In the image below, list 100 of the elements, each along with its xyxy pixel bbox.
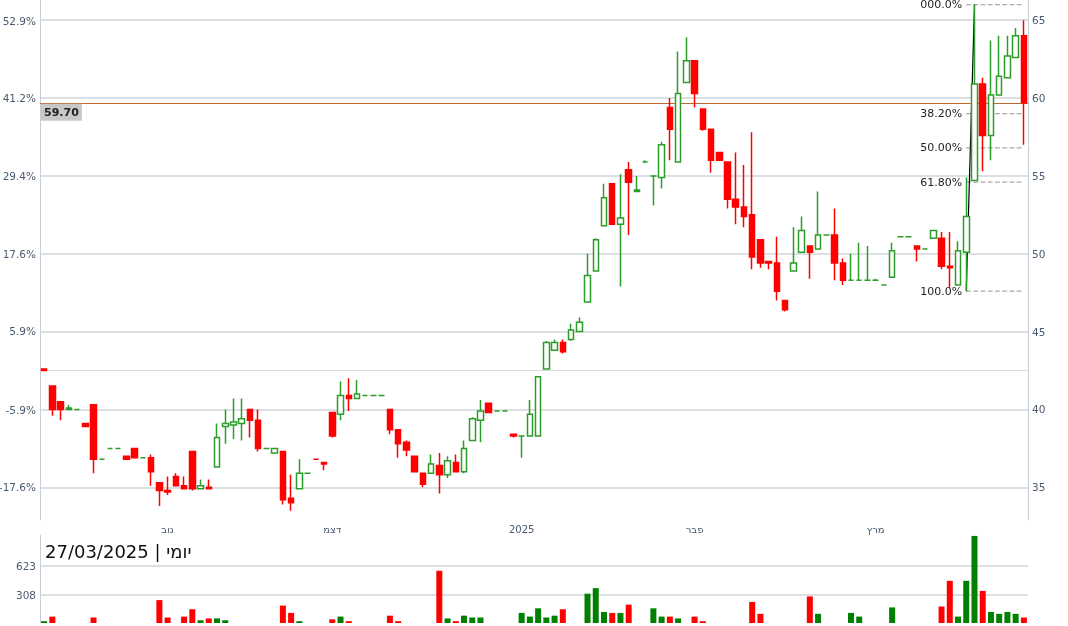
bar xyxy=(1020,617,1027,623)
candlestick xyxy=(863,245,872,281)
candlestick xyxy=(353,379,361,400)
candlestick xyxy=(402,439,411,457)
candlestick xyxy=(410,455,419,473)
candlestick xyxy=(888,242,896,278)
candlestick xyxy=(748,131,756,271)
series-label: 61.80% xyxy=(920,175,963,189)
candlestick xyxy=(987,39,995,162)
y2-tick-label: -17.6% xyxy=(0,480,37,493)
bar xyxy=(279,605,286,623)
y-tick-label: 60 xyxy=(1032,92,1046,105)
candlestick xyxy=(666,97,674,162)
bar xyxy=(592,588,599,623)
candlestick xyxy=(419,472,427,489)
bar xyxy=(617,612,624,623)
candlestick xyxy=(295,458,304,490)
candlestick xyxy=(624,161,633,236)
bar xyxy=(996,613,1003,623)
bar xyxy=(666,616,673,623)
candlestick xyxy=(715,151,724,162)
bar xyxy=(806,596,813,623)
candlestick xyxy=(740,164,748,229)
bar xyxy=(197,620,204,623)
bar xyxy=(90,617,97,623)
candlestick xyxy=(205,478,213,490)
candlestick xyxy=(254,408,262,453)
candlestick xyxy=(336,380,345,422)
candlestick xyxy=(427,453,435,475)
candlestick xyxy=(600,182,608,227)
candlestick xyxy=(674,50,682,163)
candlestick xyxy=(452,453,460,473)
bar xyxy=(205,618,212,623)
bar xyxy=(222,620,229,623)
candlestick xyxy=(707,128,715,174)
bar xyxy=(535,608,542,623)
bar xyxy=(288,612,295,623)
y-tick-label: 45 xyxy=(1032,325,1046,338)
candlestick xyxy=(592,237,600,272)
candlestick xyxy=(682,36,691,84)
candlestick xyxy=(287,474,295,512)
candlestick xyxy=(345,377,353,412)
bar xyxy=(584,593,591,623)
bar xyxy=(889,607,896,623)
bar xyxy=(386,615,393,623)
bar xyxy=(856,616,863,623)
candlestick xyxy=(180,475,188,490)
series-label: 50.00% xyxy=(920,141,963,155)
x-tick-label: 2025 xyxy=(508,523,535,535)
candlestick xyxy=(567,323,575,342)
candlestick xyxy=(797,215,806,253)
x-tick-label: נוב xyxy=(161,523,174,535)
y2-tick-label: 17.6% xyxy=(2,248,37,261)
bar xyxy=(971,535,978,623)
candlestick xyxy=(616,173,625,288)
candlestick xyxy=(65,404,73,411)
series-label: 100.0% xyxy=(920,284,963,298)
candlestick xyxy=(814,190,822,250)
bar xyxy=(436,570,443,623)
candlestick xyxy=(559,338,567,355)
y2-tick-label: 52.9% xyxy=(2,14,37,27)
candlestick xyxy=(196,478,205,490)
bar xyxy=(979,590,986,623)
candlestick xyxy=(781,299,789,313)
bar xyxy=(337,616,344,623)
candlestick xyxy=(534,376,542,437)
candlestick xyxy=(279,450,287,506)
bar xyxy=(469,617,476,623)
bar xyxy=(691,616,698,623)
candlestick xyxy=(970,3,979,182)
bar xyxy=(181,616,188,623)
candlestick xyxy=(1020,19,1028,146)
bar xyxy=(609,612,616,623)
candlestick xyxy=(699,108,707,132)
candlestick xyxy=(435,452,444,495)
candlestick xyxy=(929,229,938,239)
bar xyxy=(156,600,163,623)
text: 27/03/2025 | יומי xyxy=(45,540,192,562)
bar xyxy=(559,609,566,623)
candlestick xyxy=(484,402,493,414)
y-tick-label: 65 xyxy=(1032,14,1046,27)
candlestick xyxy=(460,439,468,475)
bar xyxy=(938,606,945,623)
candlestick xyxy=(394,428,402,459)
candlestick xyxy=(509,433,518,439)
x-tick-label: פבר xyxy=(685,523,704,535)
candlestick xyxy=(147,453,155,487)
candlestick xyxy=(789,226,798,272)
y-tick-label: 55 xyxy=(1032,169,1046,182)
bar xyxy=(189,609,196,623)
candlestick xyxy=(188,450,197,492)
candlestick xyxy=(839,257,847,286)
candlestick xyxy=(690,59,699,109)
bar xyxy=(675,618,682,623)
ref-line-label: 59.70 xyxy=(44,105,80,119)
bar xyxy=(164,617,171,623)
bar xyxy=(757,613,764,623)
series-label: 38.20% xyxy=(920,107,963,121)
candlestick xyxy=(443,455,452,479)
x-tick-label: מרץ xyxy=(866,523,885,535)
